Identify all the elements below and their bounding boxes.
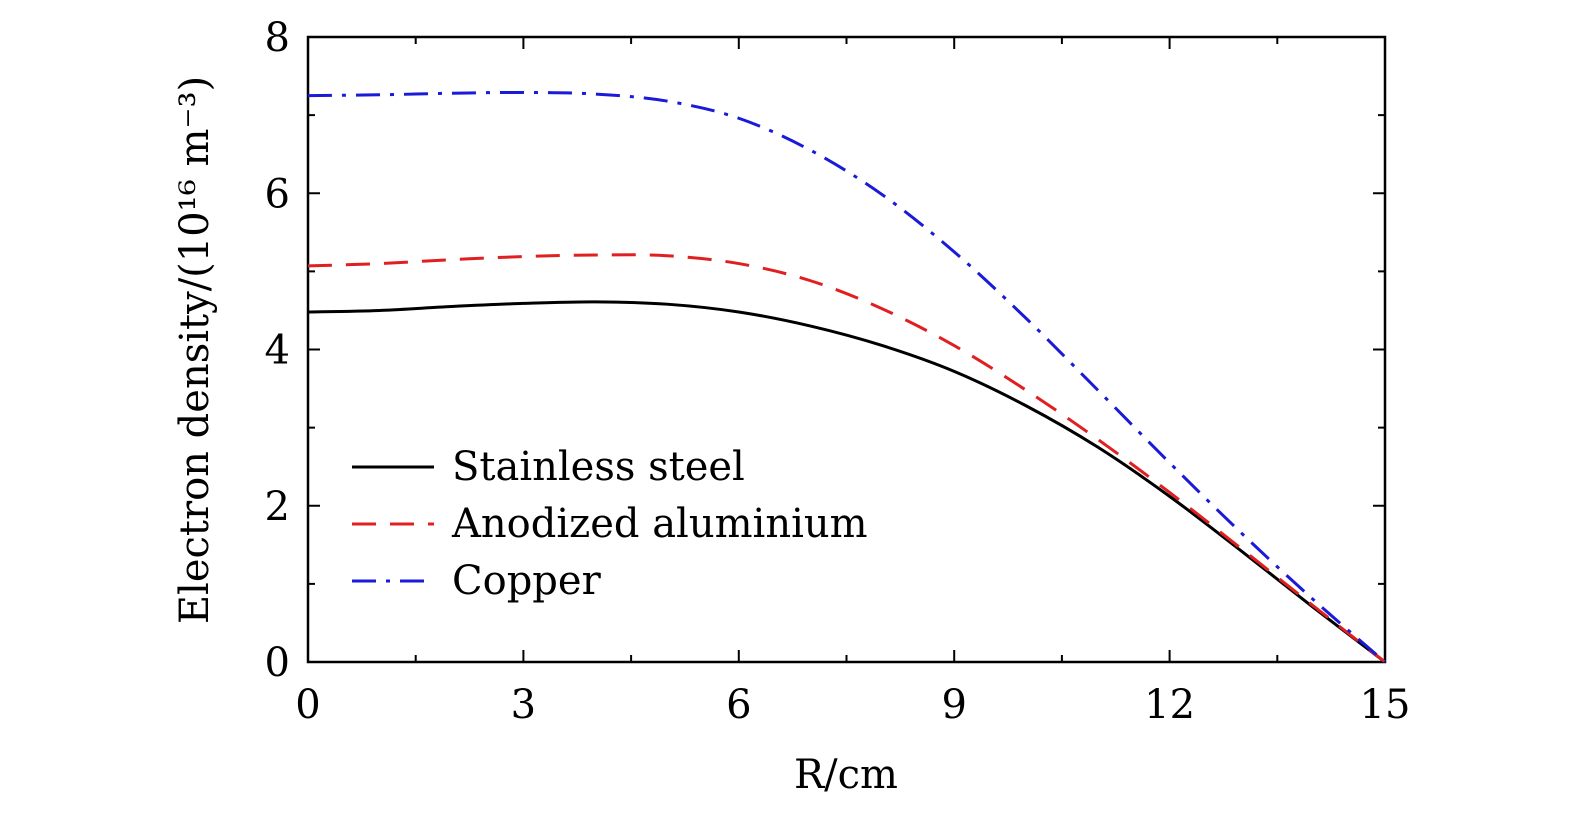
y-tick-label: 0: [265, 640, 290, 686]
legend: Stainless steel Anodized aluminium Copper: [352, 444, 868, 604]
x-tick-label: 3: [511, 682, 536, 728]
y-tick-label: 2: [265, 484, 290, 530]
y-tick-label: 8: [265, 15, 290, 61]
x-tick-label: 15: [1360, 682, 1411, 728]
y-axis-label: Electron density/(10¹⁶ m⁻³): [172, 76, 218, 624]
y-axis-ticks: 0 2 4 6 8: [265, 15, 1385, 686]
series-line: [307, 90, 1386, 664]
x-axis-ticks: 0 3 6 9 12 15: [295, 37, 1410, 728]
x-axis-label: R/cm: [794, 752, 898, 798]
y-tick-label: 4: [265, 328, 290, 374]
legend-label: Anodized aluminium: [451, 501, 868, 547]
legend-label: Stainless steel: [452, 444, 745, 490]
x-tick-label: 9: [941, 682, 966, 728]
legend-label: Copper: [452, 558, 602, 604]
x-tick-label: 12: [1144, 682, 1195, 728]
x-tick-label: 0: [295, 682, 320, 728]
minor-ticks: [308, 37, 1385, 662]
y-tick-label: 6: [265, 171, 290, 217]
x-tick-label: 6: [726, 682, 751, 728]
series-line: [307, 300, 1386, 664]
series-layer: [307, 90, 1386, 664]
